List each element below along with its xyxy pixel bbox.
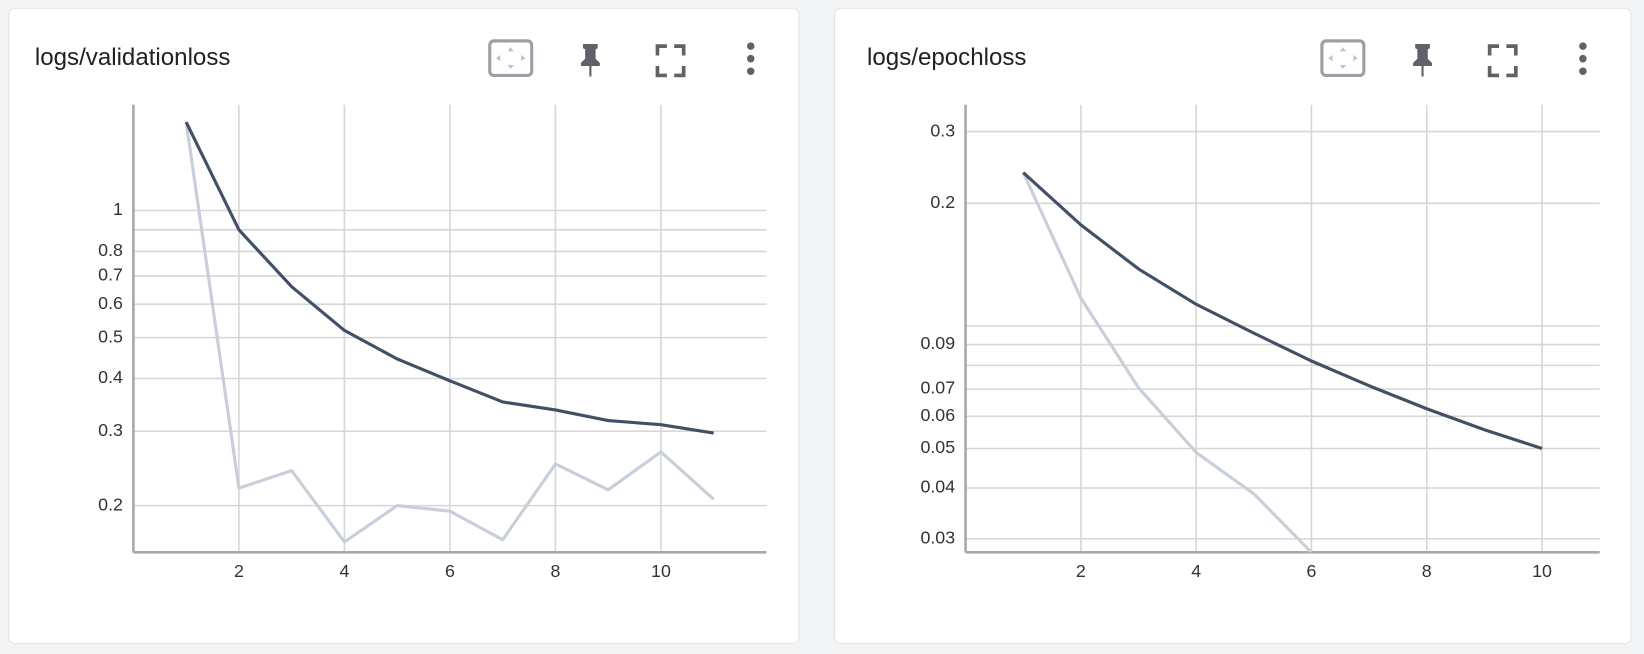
y-tick-label: 0.09 <box>920 333 955 353</box>
y-tick-label: 0.07 <box>920 378 955 398</box>
x-tick-label: 6 <box>445 561 455 581</box>
y-tick-label: 0.3 <box>98 420 123 440</box>
y-tick-label: 0.3 <box>930 120 955 140</box>
series-line <box>184 121 715 544</box>
chart: logs/epochloss 0.03 0.04 0.05 0.06 0.07 0.09 0.… <box>867 44 1600 581</box>
series-line <box>1021 171 1313 553</box>
x-tick-label: 8 <box>1422 561 1432 581</box>
x-tick-label: 2 <box>1076 561 1086 581</box>
y-tick-label: 0.2 <box>98 494 123 514</box>
x-tick-label: 10 <box>651 561 671 581</box>
y-tick-label: 1 <box>113 199 123 219</box>
card <box>8 7 800 645</box>
series-line <box>184 121 714 435</box>
y-tick-label: 0.5 <box>98 326 123 346</box>
x-tick-label: 8 <box>550 561 560 581</box>
x-tick-label: 6 <box>1306 561 1316 581</box>
x-tick-label: 10 <box>1532 561 1552 581</box>
x-tick-label: 4 <box>339 561 349 581</box>
y-tick-label: 0.6 <box>98 293 123 313</box>
x-tick-label: 2 <box>234 561 244 581</box>
y-tick-label: 0.03 <box>920 528 955 548</box>
x-tick-label: 4 <box>1191 561 1201 581</box>
chart-title: logs/epochloss <box>867 44 1026 71</box>
series-line <box>1022 171 1543 450</box>
chart-title: logs/validationloss <box>35 44 231 71</box>
y-tick-label: 0.04 <box>920 477 955 497</box>
y-tick-label: 0.8 <box>98 240 123 260</box>
y-tick-label: 0.4 <box>98 367 123 387</box>
chart: logs/validationloss 0.2 0.3 0.4 0.5 0.6 0.7 0.8… <box>35 44 767 581</box>
y-tick-label: 0.06 <box>920 405 955 425</box>
y-tick-label: 0.05 <box>920 437 955 457</box>
y-tick-label: 0.7 <box>98 265 123 285</box>
y-tick-label: 0.2 <box>930 192 955 212</box>
